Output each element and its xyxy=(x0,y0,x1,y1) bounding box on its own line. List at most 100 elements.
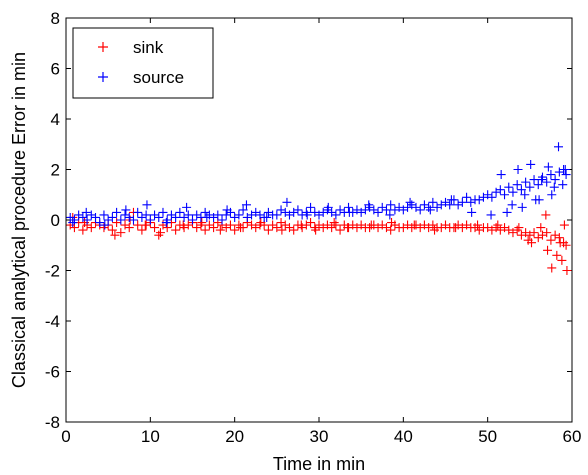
source-point xyxy=(234,210,244,220)
sink-point xyxy=(529,228,539,238)
x-tick-label: 50 xyxy=(478,427,497,446)
source-point xyxy=(529,175,539,185)
source-point xyxy=(175,207,185,217)
sink-point xyxy=(493,220,503,230)
source-point xyxy=(141,210,151,220)
source-point xyxy=(373,207,383,217)
sink-point xyxy=(215,225,225,235)
source-point xyxy=(161,218,171,228)
source-point xyxy=(241,200,251,210)
source-point xyxy=(560,165,570,174)
source-point xyxy=(526,159,536,169)
sink-point xyxy=(366,220,376,230)
source-point xyxy=(121,205,131,215)
sink-point xyxy=(209,223,219,233)
source-point xyxy=(128,215,138,225)
source-point xyxy=(504,182,514,192)
sink-point xyxy=(542,228,552,238)
source-point xyxy=(213,210,223,220)
x-axis-label: Time in min xyxy=(273,454,365,474)
source-point xyxy=(508,187,518,197)
y-tick-label: 4 xyxy=(51,110,60,129)
source-point xyxy=(425,205,435,215)
source-point xyxy=(502,207,512,217)
x-tick-label: 60 xyxy=(563,427,582,446)
sink-point xyxy=(178,220,188,230)
x-tick-label: 40 xyxy=(394,427,413,446)
y-tick-label: 0 xyxy=(51,211,60,230)
sink-point xyxy=(124,223,134,233)
source-point xyxy=(445,200,455,210)
source-point xyxy=(516,185,526,195)
source-point xyxy=(496,170,506,180)
legend-label-sink: sink xyxy=(133,38,164,57)
source-point xyxy=(495,185,505,195)
source-point xyxy=(542,177,552,187)
sink-point xyxy=(272,223,282,233)
series-sink xyxy=(65,207,572,275)
legend-marker-source xyxy=(98,72,108,82)
sink-point xyxy=(107,225,117,235)
source-point xyxy=(554,142,564,152)
sink-point xyxy=(137,225,147,235)
y-tick-label: -8 xyxy=(45,413,60,432)
source-point xyxy=(217,215,227,225)
source-point xyxy=(222,205,232,215)
sink-point xyxy=(557,255,567,265)
y-tick-label: 2 xyxy=(51,161,60,180)
sink-point xyxy=(110,230,120,240)
source-point xyxy=(507,200,517,210)
source-point xyxy=(306,202,316,212)
sink-point xyxy=(555,238,565,248)
source-point xyxy=(262,212,272,222)
source-point xyxy=(344,207,354,217)
sink-point xyxy=(335,225,345,235)
x-tick-label: 10 xyxy=(141,427,160,446)
source-point xyxy=(457,197,467,207)
source-point xyxy=(107,212,117,222)
source-point xyxy=(487,192,497,202)
source-point xyxy=(282,197,292,207)
source-point xyxy=(154,212,164,222)
source-point xyxy=(344,202,354,212)
sink-point xyxy=(329,218,339,228)
sink-point xyxy=(236,223,246,233)
points-layer xyxy=(65,142,572,275)
source-point xyxy=(202,212,212,222)
sink-point xyxy=(343,223,353,233)
source-point xyxy=(415,205,425,215)
x-tick-label: 20 xyxy=(225,427,244,446)
source-point xyxy=(486,210,496,220)
sink-point xyxy=(86,223,96,233)
legend: sink source xyxy=(72,27,214,99)
source-point xyxy=(462,192,472,202)
source-point xyxy=(91,212,101,222)
sink-point xyxy=(230,225,240,235)
source-point xyxy=(543,162,553,172)
sink-point xyxy=(541,210,551,220)
y-tick-label: -6 xyxy=(45,363,60,382)
source-point xyxy=(546,170,556,180)
sink-point xyxy=(256,218,266,228)
sink-point xyxy=(140,220,150,230)
sink-point xyxy=(514,223,524,233)
y-axis-label: Classical analytical procedure Error in … xyxy=(9,52,29,388)
legend-marker-sink xyxy=(98,42,108,52)
sink-point xyxy=(451,223,461,233)
sink-point xyxy=(133,220,143,230)
source-point xyxy=(238,205,248,215)
source-point xyxy=(525,182,535,192)
sink-point xyxy=(162,223,172,233)
source-point xyxy=(99,210,109,220)
y-tick-label: 6 xyxy=(51,60,60,79)
sink-point xyxy=(536,223,546,233)
sink-point xyxy=(289,225,299,235)
sink-point xyxy=(387,218,397,228)
source-point xyxy=(272,210,282,220)
source-point xyxy=(171,212,181,222)
sink-point xyxy=(306,218,316,228)
y-tick-label: -4 xyxy=(45,312,60,331)
source-point xyxy=(547,190,557,200)
sink-point xyxy=(225,220,235,230)
